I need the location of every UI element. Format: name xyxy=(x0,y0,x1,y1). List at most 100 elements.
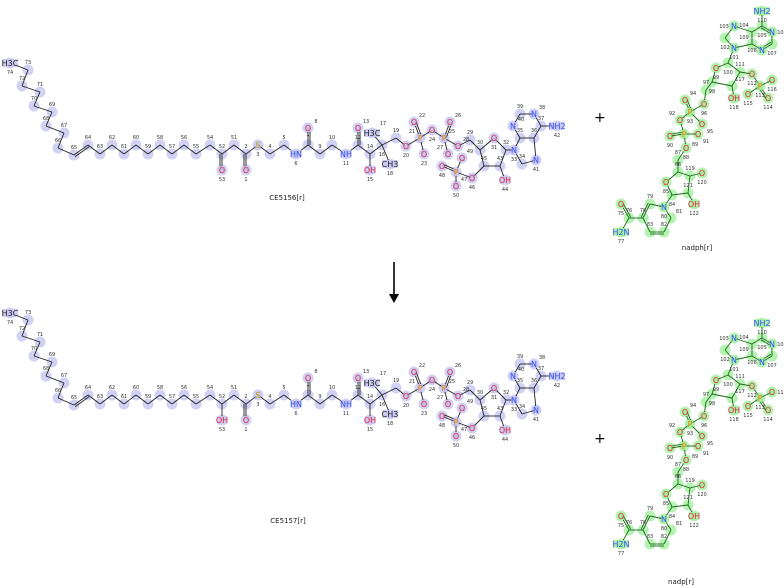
bond xyxy=(147,144,161,155)
atom-number: 89 xyxy=(692,454,698,460)
atom-number: 36 xyxy=(531,128,537,134)
atom-symbol: HN xyxy=(290,150,302,159)
atom-symbol: N xyxy=(759,46,765,55)
atom-number: 17 xyxy=(380,371,386,377)
atom-symbol: O xyxy=(695,442,701,451)
atom-symbol: O xyxy=(683,144,689,153)
atom-number: 23 xyxy=(421,411,427,417)
atom-number: 78 xyxy=(640,208,646,214)
bond xyxy=(33,91,41,107)
atom-number: 40 xyxy=(518,117,524,123)
atom-symbol: N xyxy=(731,44,737,53)
atom-number: 48 xyxy=(439,423,445,429)
atom-number: 79 xyxy=(647,506,653,512)
bond xyxy=(727,62,741,73)
atom-number: 56 xyxy=(181,385,187,391)
atom-symbol: O xyxy=(618,512,624,521)
atom-number: 30 xyxy=(477,140,483,146)
atom-number: 1 xyxy=(244,427,247,433)
bond xyxy=(642,529,651,545)
atom-symbol: OH xyxy=(728,94,740,103)
atom-number: 67 xyxy=(61,123,67,129)
atom-symbol: O xyxy=(677,116,683,125)
bond xyxy=(369,144,383,155)
atom-number: 98 xyxy=(709,401,715,407)
atom-number: 62 xyxy=(109,385,115,391)
bond xyxy=(705,81,713,91)
atom-number: 46 xyxy=(469,185,475,191)
atom-number: 57 xyxy=(169,394,175,400)
atom-number: 26 xyxy=(455,113,461,119)
atom-number: 33 xyxy=(511,157,517,163)
atom-number: 67 xyxy=(61,373,67,379)
atom-symbol: S xyxy=(255,141,260,150)
atom-symbol: P xyxy=(688,420,693,429)
atom-number: 97 xyxy=(703,392,709,398)
atom-symbol: N xyxy=(731,334,737,343)
double-bond xyxy=(74,396,90,407)
atom-number: 107 xyxy=(767,363,777,369)
atom-symbol: P xyxy=(688,108,693,117)
atom-number: 3 xyxy=(256,152,259,158)
atom-symbol: OH xyxy=(499,176,511,185)
atom-symbol: O xyxy=(713,64,719,73)
atom-number: 80 xyxy=(661,526,667,532)
atom-number: 54 xyxy=(207,135,213,141)
bond xyxy=(57,382,65,399)
atom-number: 73 xyxy=(25,60,31,66)
bond xyxy=(642,217,651,233)
atom-number: 14 xyxy=(367,394,373,400)
atom-number: 71 xyxy=(37,332,43,338)
atom-number: 59 xyxy=(145,144,151,150)
atom-number: 85 xyxy=(663,189,669,195)
atom-number: 107 xyxy=(767,51,777,57)
atom-number: 92 xyxy=(669,423,675,429)
atom-number: 108 xyxy=(747,360,757,366)
atom-number: 59 xyxy=(145,394,151,400)
bond xyxy=(663,529,672,545)
bond xyxy=(33,341,41,357)
bond xyxy=(33,105,53,113)
atom-number: 80 xyxy=(661,214,667,220)
atom-symbol: O xyxy=(695,130,701,139)
atom-number: 44 xyxy=(502,187,508,193)
atom-number: 10 xyxy=(329,135,335,141)
molecule-name-nadph: nadph[r] xyxy=(681,244,713,252)
atom-number: 15 xyxy=(367,177,373,183)
atom-number: 21 xyxy=(409,129,415,135)
atom-number: 119 xyxy=(685,166,695,172)
atom-symbol: O xyxy=(618,200,624,209)
atom-number: 10 xyxy=(329,385,335,391)
bond xyxy=(57,132,65,149)
atom-number: 89 xyxy=(692,142,698,148)
bond xyxy=(479,399,485,417)
atom-symbol: O xyxy=(403,392,409,401)
atom-number: 25 xyxy=(449,379,455,385)
bond xyxy=(209,144,223,155)
atom-symbol: P xyxy=(454,168,459,177)
atom-number: 109 xyxy=(739,347,749,353)
atom-number: 105 xyxy=(757,345,767,351)
atom-symbol: N xyxy=(510,372,516,381)
bond xyxy=(111,144,125,155)
atom-number: 103 xyxy=(719,24,729,30)
atom-number: 117 xyxy=(735,389,745,395)
atom-number: 105 xyxy=(757,33,767,39)
atom-number: 28 xyxy=(463,137,469,143)
bond xyxy=(381,387,397,396)
atom-number: 1 xyxy=(244,177,247,183)
bond xyxy=(499,399,507,417)
atom-number: 65 xyxy=(71,145,77,151)
atom-symbol: O xyxy=(769,388,775,397)
atom-symbol: CH3 xyxy=(382,410,399,419)
atom-number: 29 xyxy=(467,380,473,386)
atom-number: 24 xyxy=(429,137,435,143)
atom-symbol: N xyxy=(533,156,539,165)
atom-symbol: O xyxy=(429,126,435,135)
atom-symbol: O xyxy=(355,374,361,383)
bond xyxy=(73,394,89,406)
bond xyxy=(369,394,383,405)
molecule-name-ce5157: CE5157[r] xyxy=(270,517,306,525)
atom-number: 74 xyxy=(7,320,13,326)
